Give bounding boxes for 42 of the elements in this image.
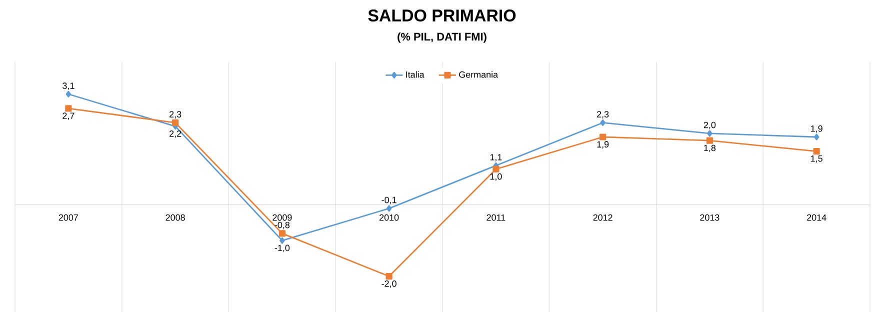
point bbox=[492, 166, 500, 172]
point bbox=[65, 105, 72, 112]
point bbox=[386, 205, 392, 212]
data-label: 1,9 bbox=[597, 141, 609, 149]
point bbox=[278, 230, 286, 237]
point bbox=[172, 119, 179, 126]
x-tick-label: 2008 bbox=[166, 214, 185, 221]
data-label: -2,0 bbox=[382, 280, 396, 288]
point bbox=[813, 148, 820, 155]
point bbox=[66, 90, 72, 98]
point bbox=[814, 134, 820, 140]
data-label: 3,1 bbox=[62, 82, 74, 90]
x-tick-label: 2010 bbox=[380, 214, 399, 221]
x-tick-label: 2011 bbox=[486, 214, 506, 221]
point bbox=[600, 119, 606, 126]
data-label: 1,8 bbox=[704, 144, 716, 152]
data-label: 2,7 bbox=[62, 112, 74, 120]
data-label: 1,9 bbox=[811, 125, 822, 133]
x-tick-label: 2009 bbox=[272, 214, 292, 221]
point bbox=[386, 272, 392, 280]
x-tick-label: 2014 bbox=[807, 214, 826, 221]
chart-subtitle: (% PIL, DATI FMI) bbox=[398, 32, 486, 43]
x-tick-label: 2012 bbox=[593, 214, 612, 221]
point bbox=[707, 130, 712, 137]
data-label: 2,3 bbox=[597, 111, 609, 119]
legend-label: Italia bbox=[406, 71, 424, 78]
x-tick-label: 2007 bbox=[58, 214, 78, 221]
x-tick-label: 2013 bbox=[700, 214, 720, 221]
legend-label: Germania bbox=[459, 71, 498, 78]
data-label: -0,1 bbox=[382, 196, 396, 204]
data-label: 2,0 bbox=[704, 122, 716, 130]
data-label: -0,8 bbox=[274, 222, 290, 230]
data-label: 1,0 bbox=[490, 173, 502, 181]
data-label: 2,2 bbox=[170, 130, 182, 138]
point bbox=[706, 137, 713, 144]
data-label: -1,0 bbox=[274, 244, 290, 252]
point bbox=[600, 134, 606, 140]
point bbox=[280, 237, 285, 244]
data-label: 1,1 bbox=[490, 154, 502, 162]
data-label: 2,3 bbox=[170, 111, 182, 119]
data-label: 1,5 bbox=[811, 155, 822, 163]
chart-title: SALDO PRIMARIO bbox=[368, 10, 516, 22]
